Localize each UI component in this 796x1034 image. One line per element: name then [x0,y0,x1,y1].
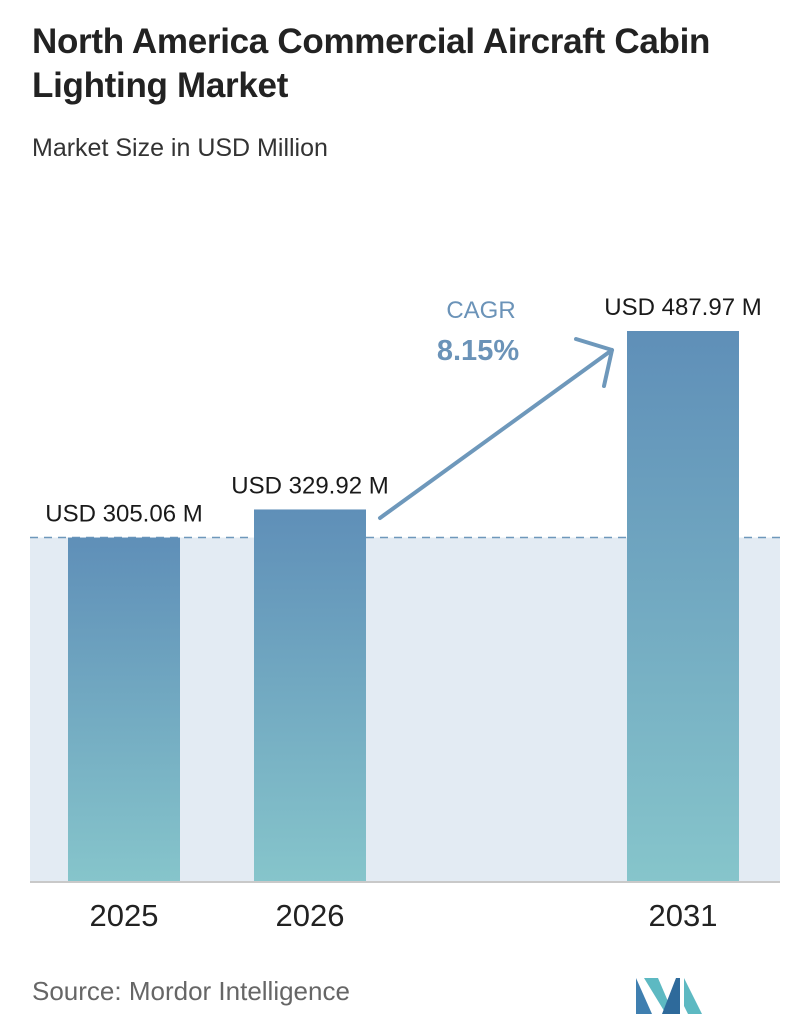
cagr-arrow [378,337,614,520]
bar-chart: USD 305.06 M 2025 USD 329.92 M 2026 USD 487.… [30,294,780,933]
data-label-2025: USD 305.06 M [45,501,202,528]
chart-title: North America Commercial Aircraft Cabin … [32,22,711,105]
x-tick-2025: 2025 [90,898,159,933]
cagr-label: CAGR [446,297,515,324]
bar-2026 [254,509,366,882]
bar-2031 [627,331,739,882]
x-tick-2026: 2026 [276,898,345,933]
x-tick-2031: 2031 [649,898,718,933]
bar-2025 [68,537,180,882]
cagr-value: 8.15% [437,335,519,367]
data-label-2026: USD 329.92 M [231,472,388,499]
chart-subtitle: Market Size in USD Million [32,134,328,162]
data-label-2031: USD 487.97 M [604,294,761,321]
source-note: Source: Mordor Intelligence [32,976,350,1006]
mordor-intelligence-logo-icon [636,978,702,1014]
